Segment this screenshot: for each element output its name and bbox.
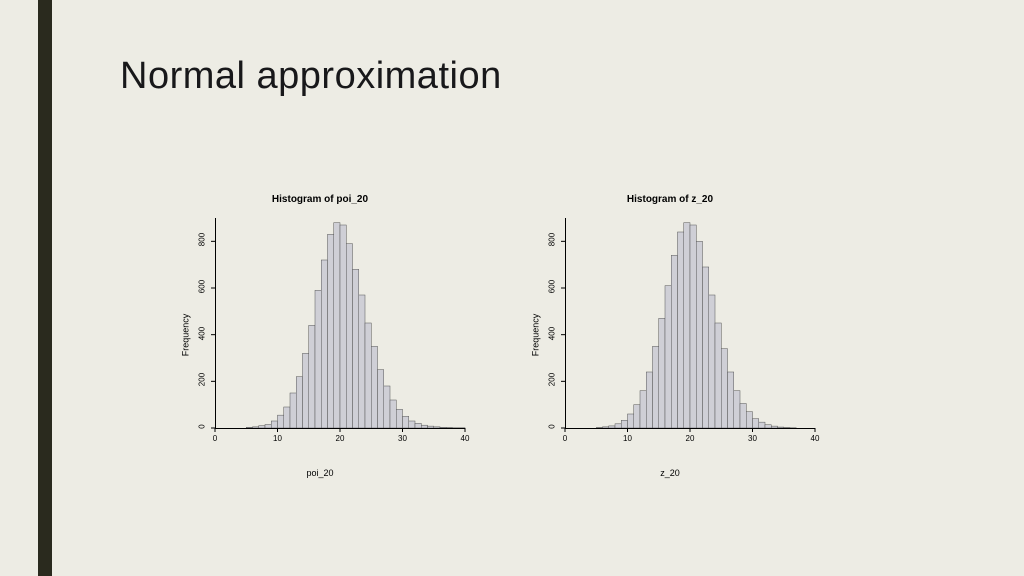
histogram-bar bbox=[721, 349, 727, 428]
histogram-bar bbox=[728, 372, 734, 428]
x-tick-label: 40 bbox=[455, 434, 475, 443]
histogram-bar bbox=[309, 325, 315, 428]
x-tick-label: 20 bbox=[680, 434, 700, 443]
y-tick-label: 800 bbox=[198, 225, 207, 255]
histogram-bar bbox=[715, 323, 721, 428]
histogram-bar bbox=[334, 223, 340, 428]
y-tick-label: 200 bbox=[198, 365, 207, 395]
histogram-bar bbox=[609, 426, 615, 428]
histogram-bar bbox=[284, 407, 290, 428]
histogram-bar bbox=[246, 427, 252, 428]
x-axis-label: poi_20 bbox=[160, 468, 480, 478]
histogram-bar bbox=[703, 267, 709, 428]
y-tick-label: 400 bbox=[548, 318, 557, 348]
histogram-svg bbox=[565, 218, 815, 428]
histogram-bar bbox=[659, 318, 665, 428]
histogram-bar bbox=[646, 372, 652, 428]
chart-title: Histogram of poi_20 bbox=[160, 194, 480, 205]
slide-title: Normal approximation bbox=[120, 55, 502, 98]
x-tick-label: 10 bbox=[268, 434, 288, 443]
histogram-bar bbox=[440, 427, 446, 428]
histogram-bar bbox=[696, 241, 702, 428]
histogram-bar bbox=[634, 405, 640, 428]
histogram-bar bbox=[759, 422, 765, 428]
histogram-bar bbox=[296, 377, 302, 428]
histogram-bar bbox=[746, 412, 752, 428]
x-tick-label: 20 bbox=[330, 434, 350, 443]
histogram-bar bbox=[278, 415, 284, 428]
histogram-bar bbox=[603, 427, 609, 428]
histogram-bar bbox=[709, 295, 715, 428]
x-tick-label: 0 bbox=[205, 434, 225, 443]
histogram-bar bbox=[415, 423, 421, 428]
histogram-bar bbox=[734, 391, 740, 428]
y-tick-label: 800 bbox=[548, 225, 557, 255]
y-tick-label: 200 bbox=[548, 365, 557, 395]
histogram-bar bbox=[265, 425, 271, 429]
histogram-poi-20: Histogram of poi_20 Frequency poi_20 0 20… bbox=[160, 190, 480, 480]
histogram-bar bbox=[765, 425, 771, 428]
histogram-bar bbox=[321, 260, 327, 428]
histogram-bar bbox=[371, 346, 377, 428]
y-tick-label: 600 bbox=[548, 272, 557, 302]
x-axis-label: z_20 bbox=[510, 468, 830, 478]
histogram-bar bbox=[303, 353, 309, 428]
histogram-bar bbox=[653, 346, 659, 428]
histogram-bar bbox=[390, 400, 396, 428]
histogram-bar bbox=[421, 425, 427, 428]
histogram-bar bbox=[328, 234, 334, 428]
y-tick-label: 400 bbox=[198, 318, 207, 348]
histogram-bar bbox=[621, 420, 627, 428]
histogram-bar bbox=[628, 414, 634, 428]
y-axis-label: Frequency bbox=[180, 314, 190, 357]
histogram-bar bbox=[259, 426, 265, 428]
histogram-bar bbox=[778, 427, 784, 428]
histogram-bar bbox=[290, 393, 296, 428]
histogram-z-20: Histogram of z_20 Frequency z_20 0 200 400… bbox=[510, 190, 830, 480]
x-tick-label: 40 bbox=[805, 434, 825, 443]
accent-bar bbox=[38, 0, 52, 576]
histogram-bar bbox=[428, 426, 434, 428]
histogram-bar bbox=[340, 225, 346, 428]
x-tick-label: 30 bbox=[393, 434, 413, 443]
histogram-bar bbox=[740, 404, 746, 429]
histogram-bar bbox=[434, 427, 440, 428]
histogram-bar bbox=[253, 427, 259, 428]
histogram-bar bbox=[315, 290, 321, 428]
histogram-bar bbox=[353, 269, 359, 428]
histogram-bar bbox=[384, 386, 390, 428]
histogram-bar bbox=[378, 370, 384, 428]
charts-row: Histogram of poi_20 Frequency poi_20 0 20… bbox=[160, 190, 830, 480]
histogram-bar bbox=[671, 255, 677, 428]
histogram-bar bbox=[684, 223, 690, 428]
x-tick-label: 30 bbox=[743, 434, 763, 443]
histogram-bar bbox=[409, 421, 415, 428]
y-tick-label: 600 bbox=[198, 272, 207, 302]
histogram-bar bbox=[678, 232, 684, 428]
plot-area bbox=[215, 218, 465, 428]
histogram-bar bbox=[365, 323, 371, 428]
histogram-bar bbox=[615, 424, 621, 428]
histogram-bar bbox=[640, 391, 646, 428]
histogram-svg bbox=[215, 218, 465, 428]
chart-title: Histogram of z_20 bbox=[510, 194, 830, 205]
histogram-bar bbox=[771, 426, 777, 428]
histogram-bar bbox=[753, 419, 759, 428]
histogram-bar bbox=[403, 416, 409, 428]
plot-area bbox=[565, 218, 815, 428]
histogram-bar bbox=[359, 295, 365, 428]
y-axis-label: Frequency bbox=[530, 314, 540, 357]
x-tick-label: 0 bbox=[555, 434, 575, 443]
histogram-bar bbox=[346, 244, 352, 428]
histogram-bar bbox=[690, 225, 696, 428]
histogram-bar bbox=[665, 286, 671, 428]
x-tick-label: 10 bbox=[618, 434, 638, 443]
histogram-bar bbox=[271, 421, 277, 428]
histogram-bar bbox=[396, 409, 402, 428]
